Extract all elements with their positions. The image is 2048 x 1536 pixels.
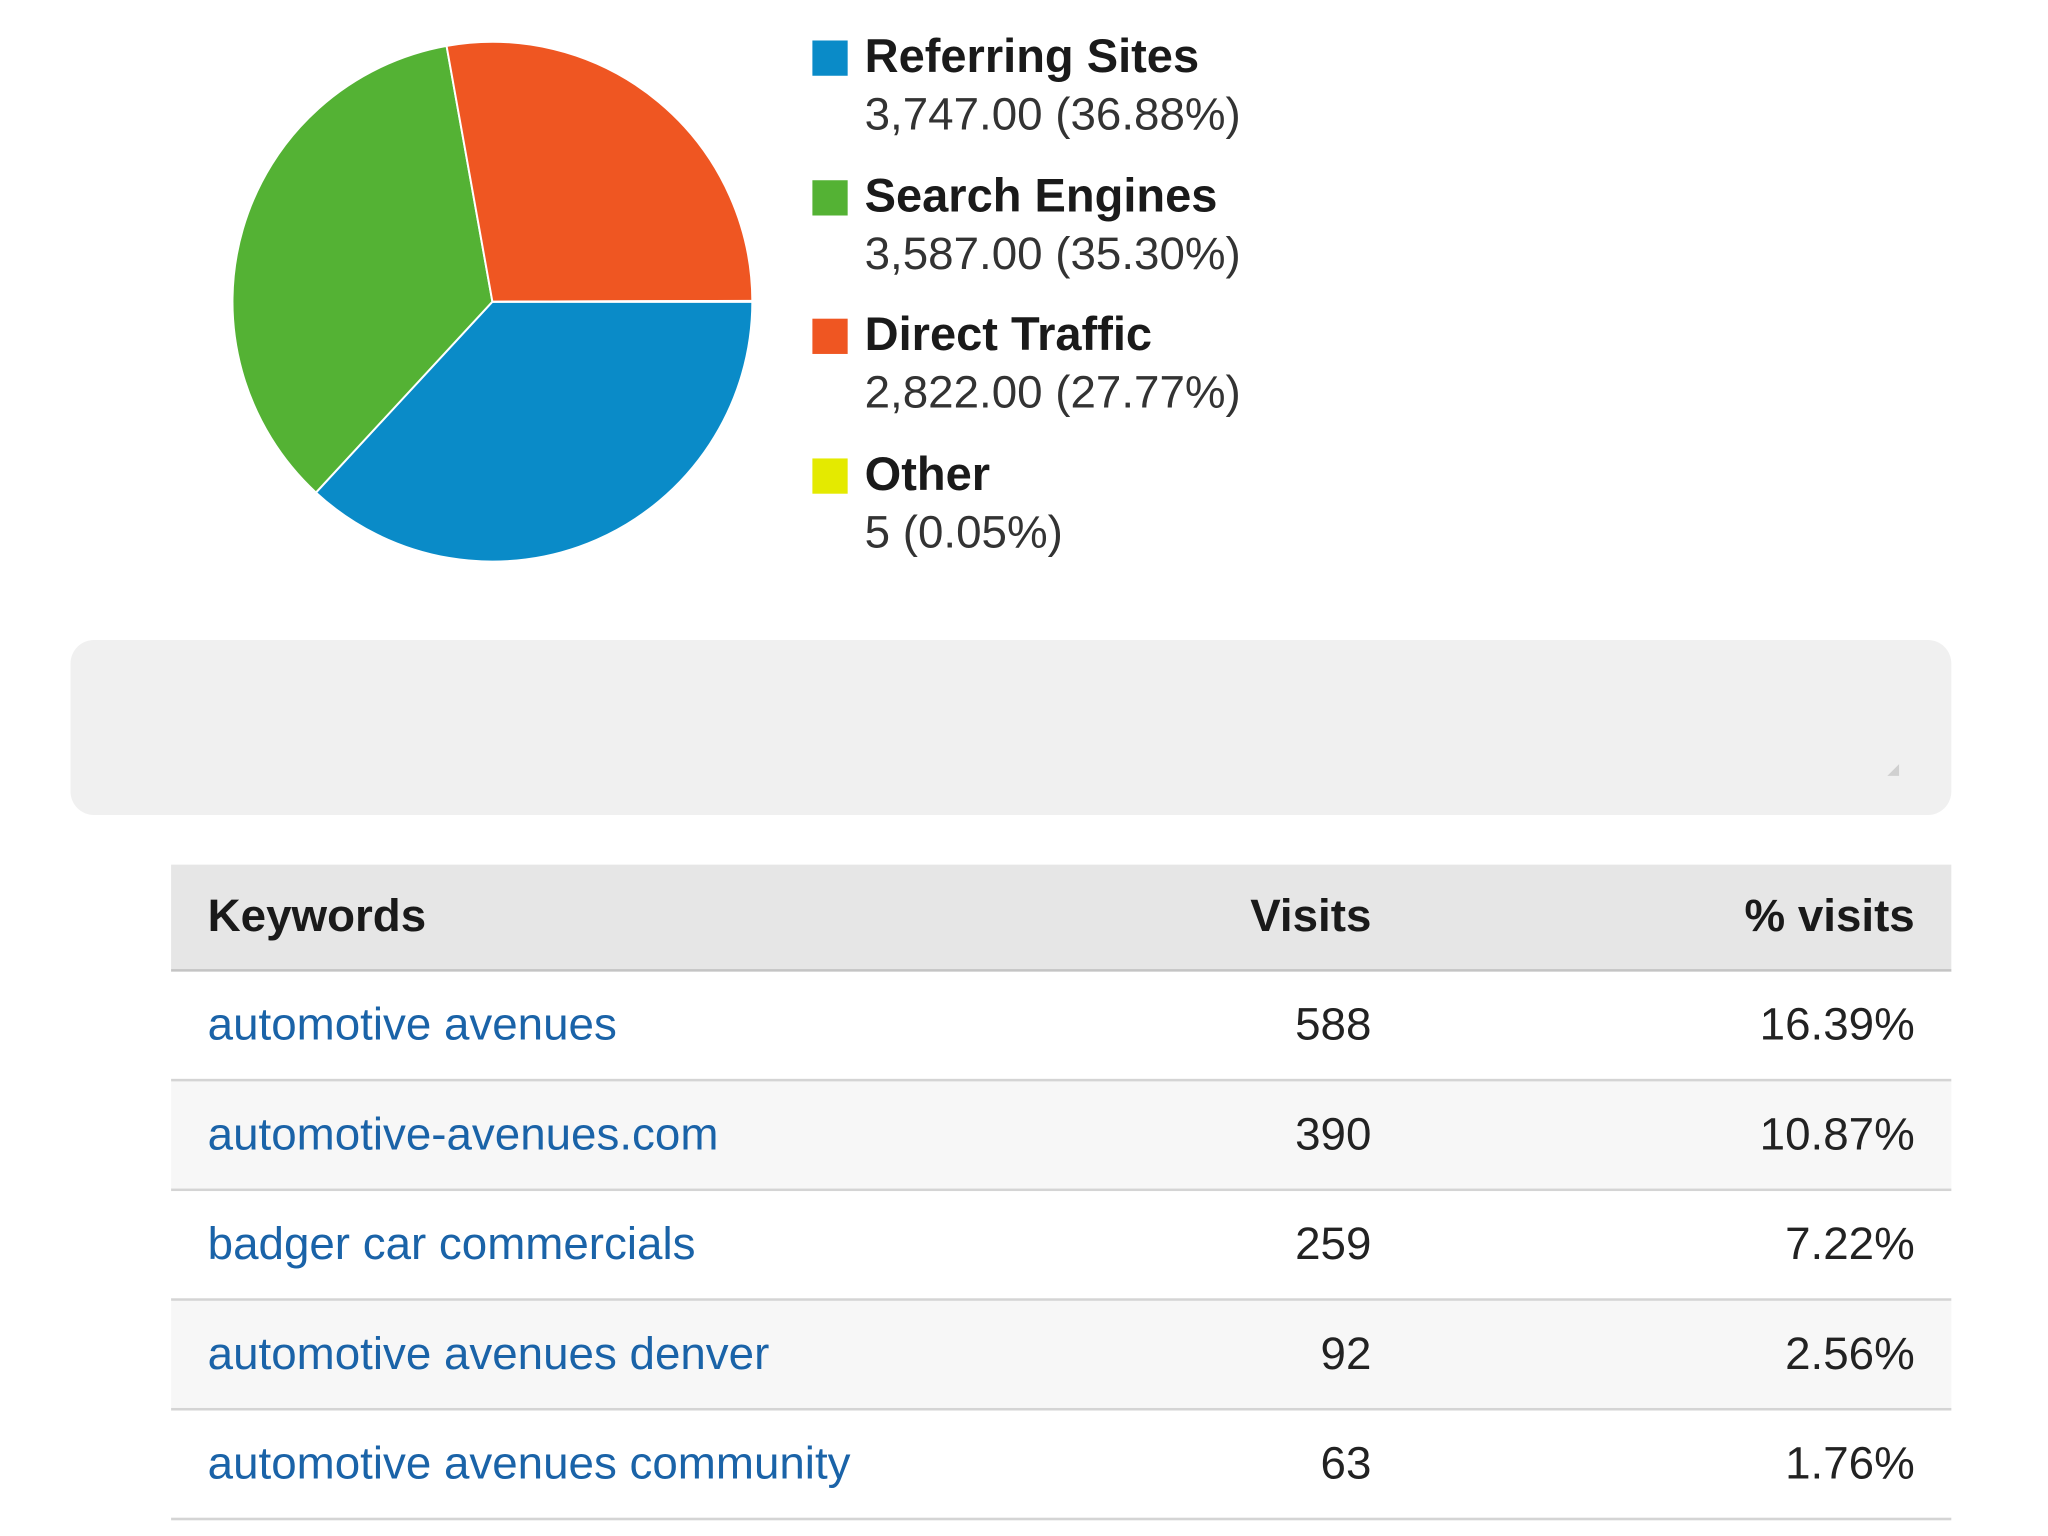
legend-label: Other	[864, 446, 991, 500]
table-row: automotive-avenues.com 390 10.87%	[171, 1081, 1952, 1192]
column-header-pct-visits[interactable]: % visits	[1744, 890, 1915, 942]
keyword-link[interactable]: automotive avenues denver	[207, 1328, 770, 1380]
visits-value: 63	[1320, 1438, 1372, 1489]
table-header-row: Keywords Visits % visits	[171, 864, 1952, 972]
keywords-table: Keywords Visits % visits automotive aven…	[171, 864, 1952, 1521]
keyword-link[interactable]: badger car commercials	[207, 1218, 696, 1270]
table-row: automotive avenues denver 92 2.56%	[171, 1300, 1952, 1411]
pie-slice-direct-traffic[interactable]	[445, 40, 754, 303]
pct-visits-value: 10.87%	[1759, 1108, 1915, 1160]
table-row: badger car commercials 259 7.22%	[171, 1191, 1952, 1301]
visits-value: 92	[1320, 1328, 1372, 1380]
legend-value: 3,747.00 (36.88%)	[864, 88, 1241, 140]
pie-slice-other[interactable]	[492, 299, 754, 303]
legend-value: 5 (0.05%)	[864, 506, 1063, 558]
table-row: automotive avenues community 63 1.76%	[171, 1410, 1952, 1521]
visits-value: 259	[1295, 1218, 1372, 1270]
pct-visits-value: 2.56%	[1785, 1328, 1915, 1380]
column-header-keywords[interactable]: Keywords	[207, 890, 427, 942]
legend-value: 2,822.00 (27.77%)	[864, 367, 1241, 418]
traffic-sources-pie-chart	[231, 40, 754, 563]
legend-value: 3,587.00 (35.30%)	[864, 227, 1241, 279]
resize-grip-icon[interactable]	[1887, 764, 1900, 776]
annotation-panel	[70, 639, 1952, 816]
visits-value: 588	[1295, 999, 1372, 1051]
legend-label: Direct Traffic	[864, 306, 1153, 361]
legend-swatch-search-engines	[812, 179, 848, 215]
legend-label: Referring Sites	[864, 28, 1200, 83]
pie-slice-search-engines[interactable]	[231, 44, 494, 494]
legend-swatch-direct-traffic	[812, 318, 848, 354]
pct-visits-value: 16.39%	[1759, 999, 1915, 1051]
legend-swatch-other	[812, 457, 848, 494]
keyword-link[interactable]: automotive avenues	[207, 999, 617, 1051]
visits-value: 390	[1295, 1108, 1372, 1160]
keyword-link[interactable]: automotive-avenues.com	[207, 1108, 719, 1160]
column-header-visits[interactable]: Visits	[1250, 890, 1372, 942]
pie-slice-referring-sites[interactable]	[314, 300, 754, 563]
legend-label: Search Engines	[864, 167, 1218, 222]
table-row: automotive avenues 588 16.39%	[171, 971, 1952, 1082]
pct-visits-value: 1.76%	[1785, 1438, 1915, 1489]
legend-swatch-referring-sites	[812, 40, 848, 76]
pct-visits-value: 7.22%	[1785, 1218, 1915, 1270]
keyword-link[interactable]: automotive avenues community	[207, 1438, 851, 1489]
